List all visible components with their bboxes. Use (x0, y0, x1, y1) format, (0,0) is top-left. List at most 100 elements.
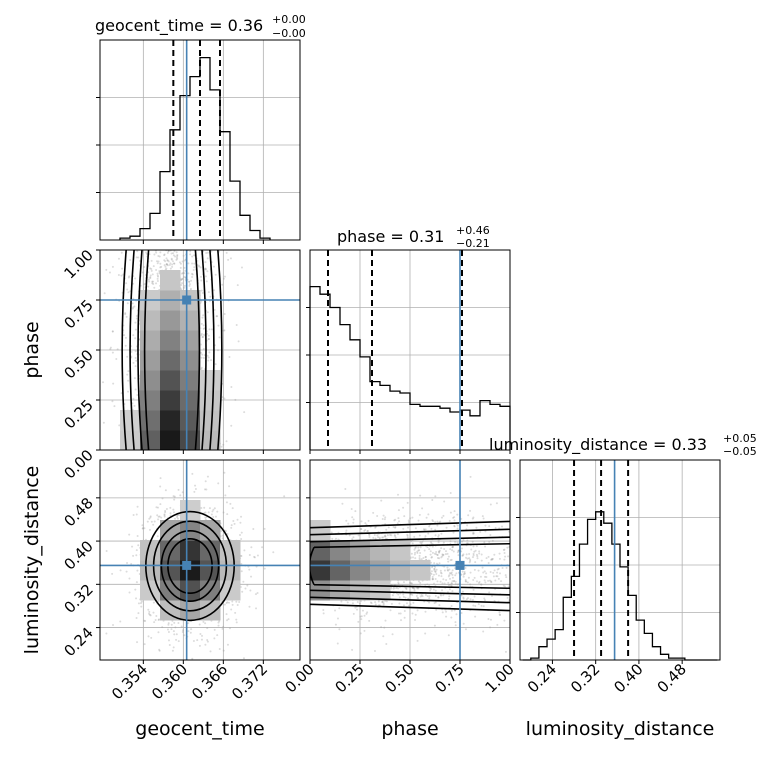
sample-point (389, 533, 392, 536)
sample-point (480, 604, 483, 607)
sample-point (184, 269, 187, 272)
sample-point (222, 625, 225, 628)
sample-point (169, 512, 172, 515)
sample-point (121, 267, 124, 270)
sample-point (435, 568, 438, 571)
sample-point (426, 595, 429, 598)
sample-point (413, 589, 416, 592)
y-tick-label: 1.00 (60, 246, 96, 282)
sample-point (473, 595, 476, 598)
sample-point (455, 572, 458, 575)
sample-point (340, 600, 343, 603)
sample-point (183, 284, 186, 287)
sample-point (441, 555, 444, 558)
sample-point (358, 602, 361, 605)
xlabel-luminosity-distance: luminosity_distance (526, 718, 715, 740)
sample-point (180, 283, 183, 286)
sample-point (188, 284, 191, 287)
sample-point (134, 277, 137, 280)
sample-point (410, 582, 413, 585)
sample-point (226, 601, 229, 604)
sample-point (150, 269, 153, 272)
sample-point (453, 524, 456, 527)
sample-point (352, 521, 355, 524)
sample-point (490, 580, 493, 583)
sample-point (435, 553, 438, 556)
sample-point (220, 445, 223, 448)
density-cell (140, 540, 161, 561)
sample-point (487, 579, 490, 582)
sample-point (173, 498, 176, 501)
sample-point (370, 602, 373, 605)
sample-point (377, 600, 380, 603)
sample-point (252, 528, 255, 531)
sample-point (143, 283, 146, 286)
sample-point (500, 580, 503, 583)
sample-point (243, 411, 246, 414)
sample-point (205, 280, 208, 283)
sample-point (504, 555, 507, 558)
hist-panel-geocent-time (96, 39, 301, 244)
sample-point (446, 568, 449, 571)
sample-point (457, 554, 460, 557)
sample-point (188, 280, 191, 283)
sample-point (411, 556, 414, 559)
sample-point (156, 506, 159, 509)
sample-point (198, 644, 201, 647)
sample-point (482, 630, 485, 633)
sample-point (158, 618, 161, 621)
sample-point (347, 522, 350, 525)
sample-point (451, 576, 454, 579)
sample-point (158, 255, 161, 258)
density-cell (310, 520, 331, 541)
sample-point (434, 594, 437, 597)
sample-point (429, 553, 432, 556)
sample-point (236, 604, 239, 607)
sample-point (413, 587, 416, 590)
sample-point (380, 499, 383, 502)
sample-point (165, 267, 168, 270)
sample-point (256, 554, 259, 557)
sample-point (440, 575, 443, 578)
sample-point (413, 535, 416, 538)
sample-point (177, 622, 180, 625)
sample-point (200, 322, 203, 325)
sample-point (152, 280, 155, 283)
sample-point (192, 269, 195, 272)
sample-point (204, 267, 207, 270)
sample-point (181, 282, 184, 285)
sample-point (148, 528, 151, 531)
sample-point (112, 623, 115, 626)
title-geocent-time-main: geocent_time = 0.36 (95, 16, 263, 36)
sample-point (200, 638, 203, 641)
sample-point (141, 527, 144, 530)
sample-point (456, 551, 459, 554)
sample-point (226, 643, 229, 646)
sample-point (382, 536, 385, 539)
sample-point (153, 621, 156, 624)
sample-point (200, 356, 203, 359)
sample-point (417, 549, 420, 552)
sample-point (191, 273, 194, 276)
sample-point (182, 254, 185, 257)
sample-point (137, 602, 140, 605)
sample-point (176, 514, 179, 517)
sample-point (187, 262, 190, 265)
sample-point (445, 526, 448, 529)
sample-point (109, 348, 112, 351)
sample-point (132, 306, 135, 309)
sample-point (367, 519, 370, 522)
sample-point (167, 622, 170, 625)
sample-point (230, 524, 233, 527)
sample-point (427, 532, 430, 535)
sample-point (206, 311, 209, 314)
sample-point (207, 359, 210, 362)
sample-point (456, 527, 459, 530)
sample-point (485, 575, 488, 578)
sample-point (434, 528, 437, 531)
hist-panel-phase (306, 249, 511, 454)
sample-point (396, 533, 399, 536)
panel-frame (99, 459, 301, 661)
y-tick-label: 0.48 (60, 494, 96, 530)
sample-point (383, 626, 386, 629)
